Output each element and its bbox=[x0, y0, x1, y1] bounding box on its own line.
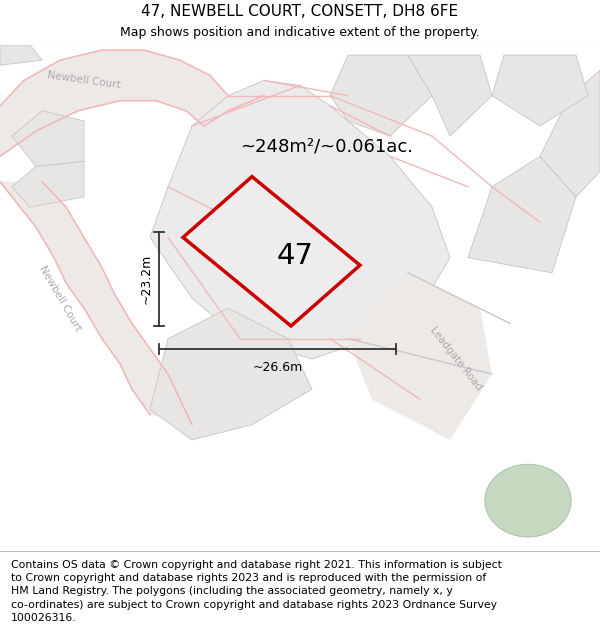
Text: Newbell Court: Newbell Court bbox=[37, 264, 83, 332]
Polygon shape bbox=[348, 272, 492, 440]
Text: Leadgate Road: Leadgate Road bbox=[428, 325, 484, 392]
Text: 47: 47 bbox=[277, 242, 314, 271]
Circle shape bbox=[485, 464, 571, 537]
Polygon shape bbox=[12, 111, 84, 166]
Polygon shape bbox=[330, 55, 432, 136]
Polygon shape bbox=[408, 55, 492, 136]
Polygon shape bbox=[150, 81, 450, 359]
Polygon shape bbox=[150, 308, 312, 440]
Text: ~23.2m: ~23.2m bbox=[139, 254, 152, 304]
Text: ~248m²/~0.061ac.: ~248m²/~0.061ac. bbox=[240, 138, 413, 155]
Polygon shape bbox=[0, 45, 42, 65]
Text: ~26.6m: ~26.6m bbox=[253, 361, 302, 374]
Text: Newbell Court: Newbell Court bbox=[47, 71, 121, 91]
Text: Contains OS data © Crown copyright and database right 2021. This information is : Contains OS data © Crown copyright and d… bbox=[11, 560, 502, 623]
Polygon shape bbox=[0, 182, 192, 425]
Polygon shape bbox=[0, 50, 228, 156]
Polygon shape bbox=[12, 161, 84, 207]
Polygon shape bbox=[183, 177, 360, 326]
Text: Map shows position and indicative extent of the property.: Map shows position and indicative extent… bbox=[120, 26, 480, 39]
Polygon shape bbox=[492, 55, 588, 126]
Text: 47, NEWBELL COURT, CONSETT, DH8 6FE: 47, NEWBELL COURT, CONSETT, DH8 6FE bbox=[142, 4, 458, 19]
Polygon shape bbox=[540, 70, 600, 197]
Polygon shape bbox=[468, 156, 576, 272]
